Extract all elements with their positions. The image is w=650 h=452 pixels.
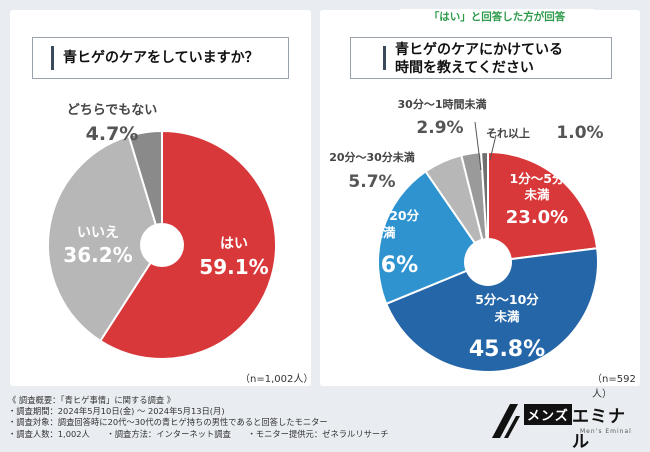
label-1-5: 1分〜5分 bbox=[510, 171, 565, 186]
label-20-30-pct: 5.7% bbox=[348, 172, 395, 192]
pie-slice bbox=[480, 150, 489, 263]
label-10-20-suffix: 未満 bbox=[369, 225, 396, 240]
label-1-5-pct: 23.0% bbox=[506, 207, 568, 228]
label-sore-pct: 1.0% bbox=[556, 123, 603, 143]
pie-slice bbox=[377, 170, 490, 306]
question-left-text: 青ヒゲのケアをしていますか？ bbox=[63, 50, 259, 66]
label-5-10-suffix: 未満 bbox=[493, 309, 520, 324]
label-hai: はい bbox=[220, 236, 248, 252]
footer-line: ・調査対象：調査回答時に20代〜30代の青ヒゲ持ちの男性であると回答したモニター bbox=[8, 417, 328, 428]
pie-center-hole bbox=[464, 238, 512, 286]
brand-logo: メンズ エミナル Men's Eminal bbox=[480, 400, 640, 452]
n-left: （n=1,002人） bbox=[240, 374, 314, 385]
label-5-10: 5分〜10分 bbox=[475, 292, 539, 307]
footer-line: ・調査人数：1,002人 ・調査方法：インターネット調査 ・モニター提供元：ゼネ… bbox=[8, 428, 389, 439]
label-10-20-pct: 21.6% bbox=[342, 253, 418, 278]
leader-line bbox=[474, 121, 482, 171]
logo-name: エミナル bbox=[572, 407, 626, 452]
question-right: 青ヒゲのケアにかけている 時間を教えてください bbox=[350, 37, 612, 79]
label-5-10-pct: 45.8% bbox=[469, 337, 545, 362]
footer-line: 《 調査概要：「青ヒゲ事情」に関する調査 》 bbox=[8, 395, 176, 405]
logo-mark-icon bbox=[492, 404, 520, 438]
label-sore: それ以上 bbox=[486, 126, 530, 140]
footer-line: ・調査期間：2024年5月10日(金) 〜 2024年5月13日(月) bbox=[8, 406, 225, 417]
pie-slice bbox=[127, 129, 163, 246]
survey-footer: 《 調査概要：「青ヒゲ事情」に関する調査 》 ・調査期間：2024年5月10日(… bbox=[8, 395, 389, 440]
label-dochira-pct: 4.7% bbox=[86, 123, 139, 145]
leader-line bbox=[489, 134, 497, 161]
pie-slice bbox=[98, 129, 277, 360]
pie-slice bbox=[47, 134, 164, 343]
label-20-30: 20分〜30分未満 bbox=[329, 150, 415, 164]
question-accent-bar bbox=[51, 46, 54, 70]
logo-box: メンズ bbox=[524, 404, 572, 425]
label-iie: いいえ bbox=[77, 225, 119, 241]
n-right: （n=592人） bbox=[592, 374, 636, 400]
question-left: 青ヒゲのケアをしていますか？ bbox=[32, 37, 289, 79]
label-hai-pct: 59.1% bbox=[199, 255, 268, 279]
question-right-line1: 青ヒゲのケアにかけている bbox=[395, 42, 563, 58]
label-10-20: 10分〜20分 bbox=[347, 208, 420, 223]
pie-right bbox=[377, 150, 599, 373]
label-30-60-pct: 2.9% bbox=[416, 118, 463, 138]
pie-center-hole bbox=[140, 223, 184, 267]
header-note: 「はい」と回答した方が回答 bbox=[400, 9, 594, 24]
pie-slice bbox=[487, 150, 599, 264]
label-30-60: 30分〜1時間未満 bbox=[398, 97, 487, 111]
logo-sub: Men's Eminal bbox=[580, 428, 632, 435]
label-iie-pct: 36.2% bbox=[63, 243, 132, 267]
question-accent-bar bbox=[383, 46, 386, 70]
pie-left bbox=[47, 129, 277, 360]
label-dochira: どちらでもない bbox=[67, 103, 158, 118]
question-right-line2: 時間を教えてください bbox=[395, 60, 534, 76]
label-1-5-suffix: 未満 bbox=[523, 187, 550, 202]
pie-slice bbox=[384, 247, 599, 373]
